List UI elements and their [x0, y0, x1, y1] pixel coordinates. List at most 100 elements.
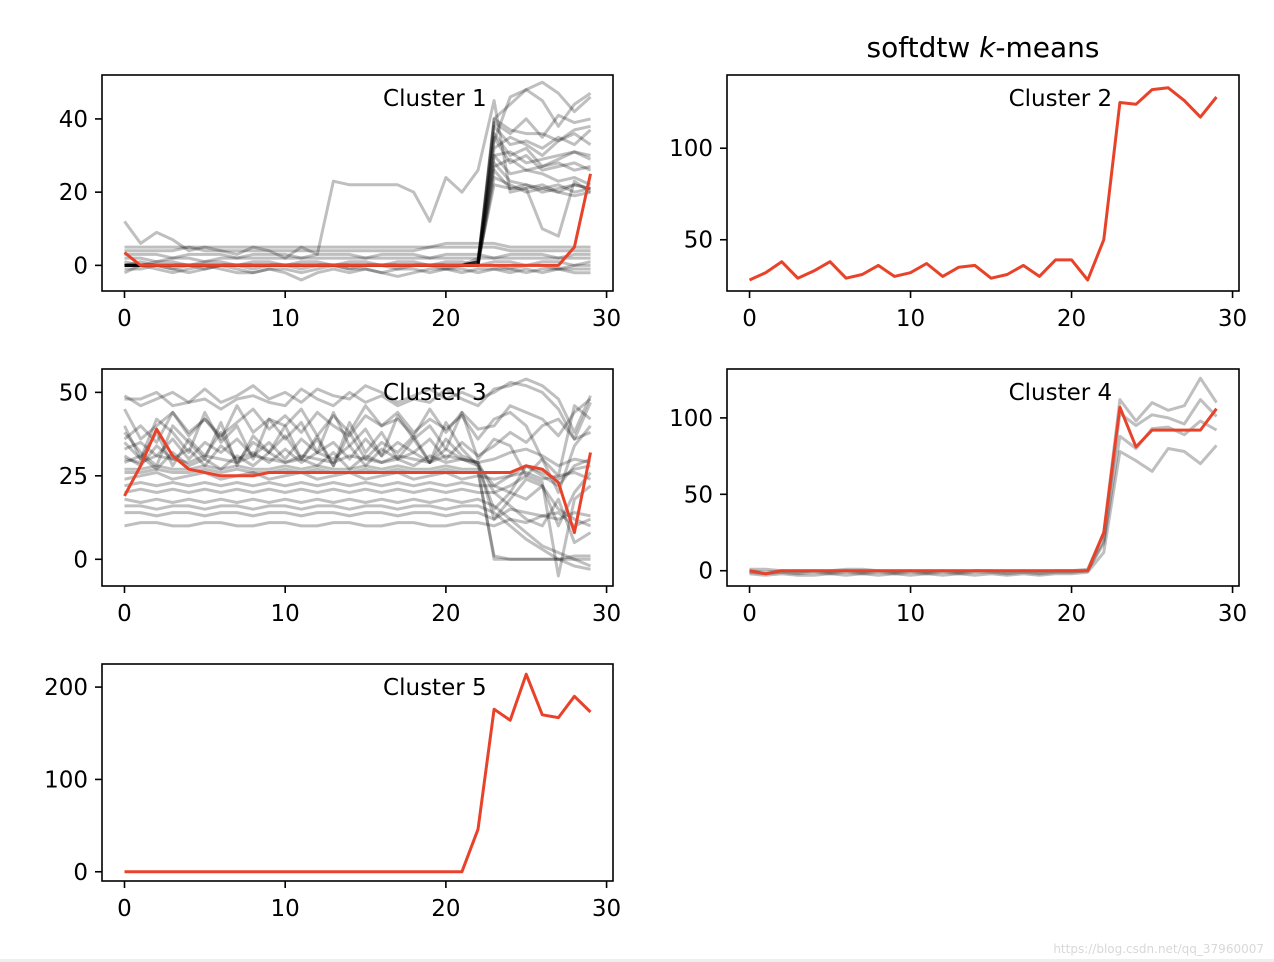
axes-frame	[101, 663, 614, 882]
x-tick-label: 30	[1218, 306, 1247, 332]
member-series-3	[124, 377, 592, 434]
series-group	[123, 80, 592, 282]
member-series-2	[749, 398, 1218, 574]
figure-title-italic: k	[979, 31, 997, 64]
x-tick-label: 10	[271, 306, 300, 332]
member-series-1	[124, 464, 591, 561]
member-series-5	[123, 404, 592, 478]
member-series-23	[124, 260, 591, 267]
member-series-7	[123, 420, 592, 511]
figure-title-rest: -means	[995, 31, 1099, 64]
member-series-24	[124, 252, 591, 260]
y-tick-label: 50	[59, 380, 88, 406]
member-series-20	[124, 447, 591, 468]
member-series-14	[124, 497, 592, 568]
y-tick-label: 100	[669, 136, 713, 162]
y-tick-label: 25	[59, 464, 88, 490]
member-series-16	[124, 507, 591, 521]
member-series-12	[124, 481, 592, 528]
x-tick-label: 30	[592, 896, 621, 922]
x-tick-label: 0	[742, 601, 757, 627]
figure-title-plain: softdtw	[867, 31, 980, 64]
member-series-4	[749, 444, 1218, 577]
series-group	[748, 86, 1218, 282]
centroid-line	[749, 405, 1218, 576]
y-tick-label: 0	[73, 253, 88, 279]
member-series-19	[123, 397, 592, 444]
x-tick-label: 10	[896, 306, 925, 332]
y-tick-label: 20	[59, 180, 88, 206]
x-tick-label: 20	[431, 896, 460, 922]
y-tick-label: 50	[684, 228, 713, 254]
x-tick-label: 20	[431, 306, 460, 332]
bottom-strip	[0, 959, 1274, 962]
watermark: https://blog.csdn.net/qq_37960007	[1053, 942, 1264, 956]
member-series-11	[124, 80, 592, 267]
member-series-10	[123, 451, 592, 578]
x-tick-label: 30	[592, 306, 621, 332]
x-tick-label: 10	[896, 601, 925, 627]
x-tick-label: 20	[431, 601, 460, 627]
centroid-line	[124, 672, 592, 874]
member-series-4	[123, 380, 592, 441]
member-series-18	[123, 417, 592, 461]
y-tick-label: 0	[698, 559, 713, 585]
figure: softdtw k-means 0 10 20 30 0 20 40 Cluster 1 0 10…	[44, 31, 1247, 922]
x-tick-label: 0	[117, 306, 132, 332]
member-series-8	[123, 430, 592, 528]
x-tick-label: 0	[742, 306, 757, 332]
cluster-label: Cluster 2	[1009, 86, 1113, 112]
member-series-12	[124, 88, 592, 267]
subplot-3: 0 10 20 30 0 25 50 Cluster 3	[59, 368, 621, 627]
y-tick-label: 50	[684, 482, 713, 508]
series-group	[749, 376, 1218, 577]
member-series-13	[124, 487, 592, 545]
centroid-line	[123, 173, 592, 267]
member-series-9	[124, 176, 591, 267]
member-series-20	[124, 263, 591, 271]
y-tick-label: 0	[73, 860, 88, 886]
cluster-label: Cluster 4	[1009, 380, 1113, 406]
axes-frame	[726, 368, 1240, 587]
member-series-19	[124, 256, 591, 264]
centroid-line	[123, 427, 592, 535]
subplot-4: 0 10 20 30 0 50 100 Cluster 4	[669, 368, 1247, 627]
figure-title: softdtw k-means	[867, 31, 1100, 64]
x-tick-label: 10	[271, 601, 300, 627]
cluster-label: Cluster 3	[383, 380, 487, 406]
series-group	[123, 377, 592, 578]
series-group	[124, 672, 592, 874]
x-tick-label: 20	[1057, 601, 1086, 627]
y-tick-label: 100	[44, 767, 88, 793]
axes-frame	[726, 74, 1240, 292]
y-tick-label: 40	[59, 107, 88, 133]
subplot-2: 0 10 20 30 50 100 Cluster 2	[669, 74, 1247, 332]
axes-frame	[101, 368, 614, 587]
member-series-15	[124, 504, 591, 571]
member-series-17	[124, 511, 592, 528]
axes-frame	[101, 74, 614, 292]
member-series-22	[124, 260, 591, 282]
subplot-1: 0 10 20 30 0 20 40 Cluster 1	[59, 74, 621, 332]
member-series-2	[124, 467, 591, 561]
centroid-line	[748, 86, 1218, 282]
member-series-3	[124, 124, 592, 267]
x-tick-label: 30	[1218, 601, 1247, 627]
member-series-1	[123, 99, 592, 260]
member-series-17	[124, 241, 591, 249]
subplot-5: 0 10 20 30 0 100 200 Cluster 5	[44, 663, 621, 922]
x-tick-label: 30	[592, 601, 621, 627]
member-series-1	[749, 376, 1218, 573]
x-tick-label: 0	[117, 601, 132, 627]
member-series-3	[749, 419, 1218, 576]
cluster-label: Cluster 5	[383, 675, 487, 701]
y-tick-label: 100	[669, 406, 713, 432]
x-tick-label: 10	[271, 896, 300, 922]
y-tick-label: 0	[73, 547, 88, 573]
y-tick-label: 200	[44, 675, 88, 701]
x-tick-label: 0	[117, 896, 132, 922]
cluster-label: Cluster 1	[383, 86, 487, 112]
member-series-9	[123, 444, 591, 488]
x-tick-label: 20	[1057, 306, 1086, 332]
